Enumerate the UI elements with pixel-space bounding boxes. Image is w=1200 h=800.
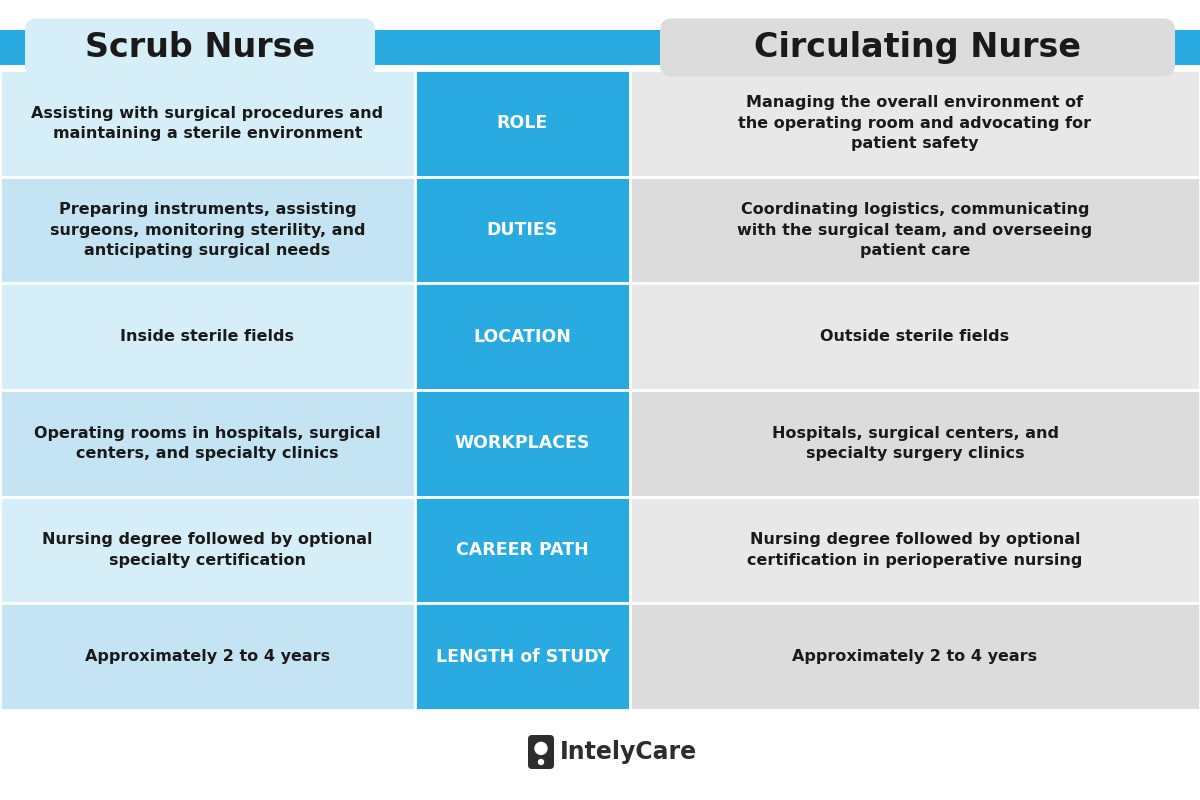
FancyBboxPatch shape [528, 735, 554, 769]
Bar [630, 390, 1200, 497]
Text: Assisting with surgical procedures and
maintaining a sterile environment: Assisting with surgical procedures and m… [31, 106, 384, 141]
Bar [630, 70, 1200, 177]
Bar [415, 497, 630, 603]
Bar [630, 497, 1200, 603]
Bar [415, 603, 630, 710]
Bar [630, 603, 1200, 710]
Text: Nursing degree followed by optional
certification in perioperative nursing: Nursing degree followed by optional cert… [748, 532, 1082, 568]
Text: LOCATION: LOCATION [474, 328, 571, 346]
Bar [630, 283, 1200, 390]
Text: Outside sterile fields: Outside sterile fields [821, 329, 1009, 344]
Bar [630, 177, 1200, 283]
Bar [0, 497, 415, 603]
Bar [415, 177, 630, 283]
Text: Inside sterile fields: Inside sterile fields [120, 329, 294, 344]
Text: Circulating Nurse: Circulating Nurse [754, 31, 1081, 64]
Circle shape [535, 742, 547, 754]
Bar [0, 30, 1200, 65]
Text: Managing the overall environment of
the operating room and advocating for
patien: Managing the overall environment of the … [738, 95, 1092, 151]
FancyBboxPatch shape [660, 18, 1175, 77]
Bar [0, 390, 415, 497]
FancyBboxPatch shape [25, 18, 374, 77]
Text: Approximately 2 to 4 years: Approximately 2 to 4 years [792, 649, 1038, 664]
Bar [0, 70, 415, 177]
Bar [0, 177, 415, 283]
Text: CAREER PATH: CAREER PATH [456, 541, 589, 559]
Circle shape [539, 759, 544, 765]
Text: LENGTH of STUDY: LENGTH of STUDY [436, 648, 610, 666]
Text: Scrub Nurse: Scrub Nurse [85, 31, 316, 64]
Bar [415, 390, 630, 497]
Bar [415, 283, 630, 390]
Text: WORKPLACES: WORKPLACES [455, 434, 590, 452]
Text: ROLE: ROLE [497, 114, 548, 132]
Text: Preparing instruments, assisting
surgeons, monitoring sterility, and
anticipatin: Preparing instruments, assisting surgeon… [49, 202, 365, 258]
Bar [415, 70, 630, 177]
Text: Hospitals, surgical centers, and
specialty surgery clinics: Hospitals, surgical centers, and special… [772, 426, 1058, 461]
Text: Coordinating logistics, communicating
with the surgical team, and overseeing
pat: Coordinating logistics, communicating wi… [737, 202, 1093, 258]
Text: Operating rooms in hospitals, surgical
centers, and specialty clinics: Operating rooms in hospitals, surgical c… [34, 426, 380, 461]
Text: Nursing degree followed by optional
specialty certification: Nursing degree followed by optional spec… [42, 532, 373, 568]
Text: DUTIES: DUTIES [487, 221, 558, 239]
Text: Approximately 2 to 4 years: Approximately 2 to 4 years [85, 649, 330, 664]
Text: IntelyCare: IntelyCare [560, 740, 697, 764]
Bar [0, 603, 415, 710]
Bar [0, 283, 415, 390]
